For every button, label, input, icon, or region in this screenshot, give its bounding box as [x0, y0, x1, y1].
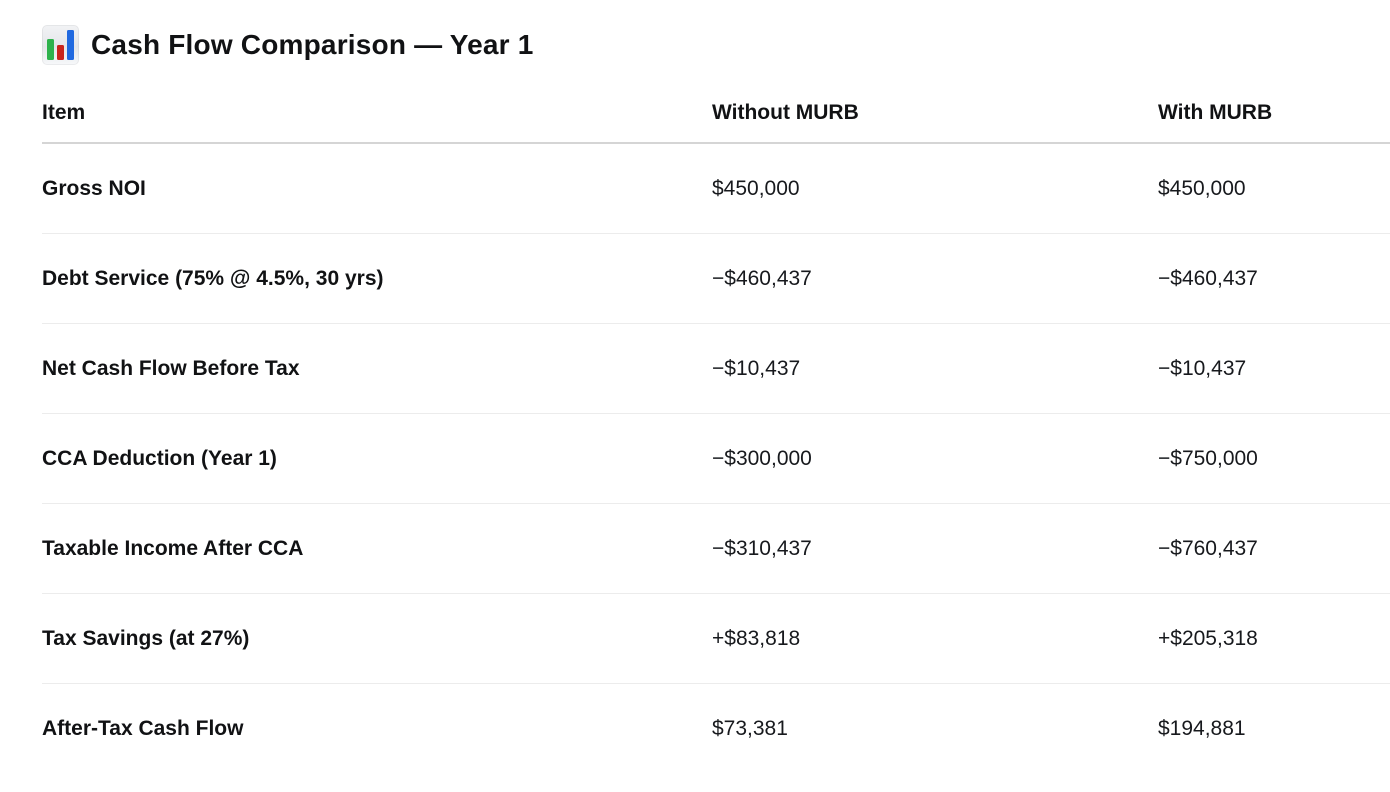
- row-with-murb-value: −$750,000: [1158, 446, 1258, 470]
- column-header-without-murb: Without MURB: [712, 101, 859, 124]
- bar-chart-icon-red-bar: [57, 45, 64, 60]
- table-row: Net Cash Flow Before Tax −$10,437 −$10,4…: [42, 324, 1390, 414]
- table-body: Gross NOI $450,000 $450,000 Debt Service…: [42, 144, 1390, 774]
- row-without-murb-value: −$460,437: [712, 266, 812, 290]
- row-without-murb-value: $450,000: [712, 176, 800, 200]
- cash-flow-table: Item Without MURB With MURB Gross NOI $4…: [42, 84, 1390, 774]
- bar-chart-icon-blue-bar: [67, 30, 74, 60]
- bar-chart-icon: [42, 25, 79, 65]
- table-header-row: Item Without MURB With MURB: [42, 84, 1390, 144]
- row-without-murb-value: −$10,437: [712, 356, 801, 380]
- row-with-murb-value: +$205,318: [1158, 626, 1258, 650]
- row-with-murb-value: −$760,437: [1158, 536, 1258, 560]
- document-page: Cash Flow Comparison — Year 1 Item Witho…: [42, 22, 1390, 774]
- row-item-label: CCA Deduction (Year 1): [42, 446, 277, 470]
- row-item-label: Debt Service (75% @ 4.5%, 30 yrs): [42, 266, 384, 290]
- row-item-label: Net Cash Flow Before Tax: [42, 356, 300, 380]
- row-item-label: Tax Savings (at 27%): [42, 626, 250, 650]
- bar-chart-icon-green-bar: [47, 39, 54, 60]
- column-header-with-murb: With MURB: [1158, 101, 1273, 124]
- row-with-murb-value: $450,000: [1158, 176, 1246, 200]
- row-without-murb-value: +$83,818: [712, 626, 801, 650]
- page-title: Cash Flow Comparison — Year 1: [91, 29, 534, 60]
- table-row: Tax Savings (at 27%) +$83,818 +$205,318: [42, 594, 1390, 684]
- row-item-label: Taxable Income After CCA: [42, 536, 304, 560]
- row-item-label: After-Tax Cash Flow: [42, 717, 244, 740]
- row-without-murb-value: $73,381: [712, 717, 788, 740]
- row-without-murb-value: −$310,437: [712, 536, 812, 560]
- row-without-murb-value: −$300,000: [712, 446, 812, 470]
- column-header-item: Item: [42, 101, 86, 124]
- table-row: Taxable Income After CCA −$310,437 −$760…: [42, 504, 1390, 594]
- row-item-label: Gross NOI: [42, 176, 146, 200]
- title-row: Cash Flow Comparison — Year 1: [42, 22, 1390, 68]
- table-row: CCA Deduction (Year 1) −$300,000 −$750,0…: [42, 414, 1390, 504]
- row-with-murb-value: $194,881: [1158, 717, 1246, 740]
- row-with-murb-value: −$460,437: [1158, 266, 1258, 290]
- table-row: Gross NOI $450,000 $450,000: [42, 144, 1390, 234]
- table-row: After-Tax Cash Flow $73,381 $194,881: [42, 684, 1390, 774]
- row-with-murb-value: −$10,437: [1158, 356, 1247, 380]
- table-row: Debt Service (75% @ 4.5%, 30 yrs) −$460,…: [42, 234, 1390, 324]
